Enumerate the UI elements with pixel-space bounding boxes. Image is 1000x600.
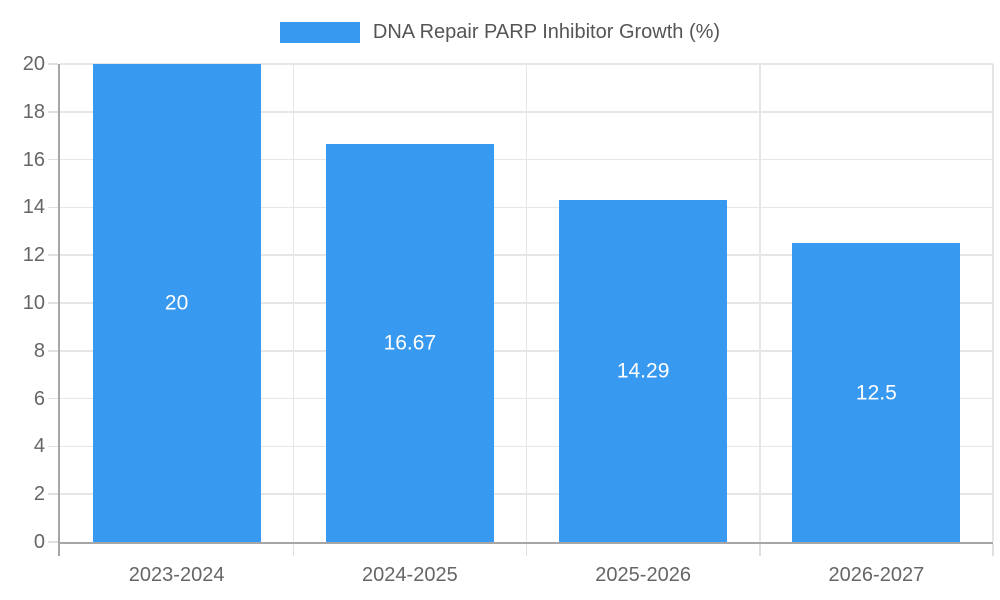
bar-value-label: 16.67: [383, 331, 437, 355]
y-axis-tick-label: 12: [22, 244, 45, 267]
x-axis-tick: [292, 544, 294, 556]
y-axis-tick-label: 0: [33, 531, 45, 553]
x-axis-tick: [759, 544, 761, 556]
gridline-vertical: [525, 64, 528, 542]
bar-value-label: 14.29: [616, 359, 670, 383]
y-axis-tick-label: 16: [22, 148, 45, 171]
bar-value-label: 20: [164, 291, 189, 315]
y-axis-tick-label: 2: [33, 483, 45, 506]
bar-2026-2027[interactable]: 12.5: [792, 243, 961, 542]
y-axis-tick-label: 8: [33, 339, 45, 362]
plot-area: 0 2 4 6 8 10 12 14 16 18 20 20 2023-2024 16.67 2024-20…: [23, 54, 994, 585]
y-axis-tick: [48, 541, 58, 543]
y-axis-tick: [48, 63, 58, 65]
y-axis-tick: [48, 111, 58, 113]
y-axis-extension-tick: [58, 544, 60, 556]
x-axis-category-label: 2025-2026: [595, 564, 691, 586]
x-axis-category-label: 2024-2025: [362, 564, 458, 586]
y-axis-tick-label: 20: [22, 53, 45, 75]
y-axis-tick-label: 6: [33, 387, 45, 410]
y-axis-tick: [48, 397, 58, 400]
bar-2023-2024[interactable]: 20: [92, 64, 261, 542]
bar-2024-2025[interactable]: 16.67: [325, 143, 494, 542]
legend-swatch: [279, 21, 360, 43]
gridline-vertical: [759, 64, 761, 542]
bar-value-label: 12.5: [855, 381, 897, 405]
y-axis-tick-label: 4: [33, 435, 45, 458]
y-axis-tick: [48, 254, 58, 256]
y-axis-tick: [48, 206, 58, 209]
legend-series-label: DNA Repair PARP Inhibitor Growth (%): [372, 21, 721, 43]
y-axis-tick: [48, 158, 58, 161]
y-axis-tick: [48, 350, 58, 352]
gridline-vertical: [992, 64, 994, 542]
x-axis-category-label: 2026-2027: [828, 564, 925, 586]
x-axis-tick: [525, 544, 528, 556]
y-axis-tick-label: 18: [22, 100, 45, 123]
y-axis-tick-label: 10: [22, 292, 45, 314]
x-axis-tick: [992, 544, 994, 556]
y-axis-tick: [48, 302, 58, 304]
y-axis-tick: [48, 493, 58, 495]
chart-legend[interactable]: DNA Repair PARP Inhibitor Growth (%): [0, 21, 1000, 43]
y-axis-tick-label: 14: [22, 196, 45, 219]
x-axis-category-label: 2023-2024: [128, 564, 225, 586]
y-axis-tick: [48, 445, 58, 448]
bar-2025-2026[interactable]: 14.29: [559, 200, 728, 542]
gridline-vertical: [292, 64, 294, 542]
